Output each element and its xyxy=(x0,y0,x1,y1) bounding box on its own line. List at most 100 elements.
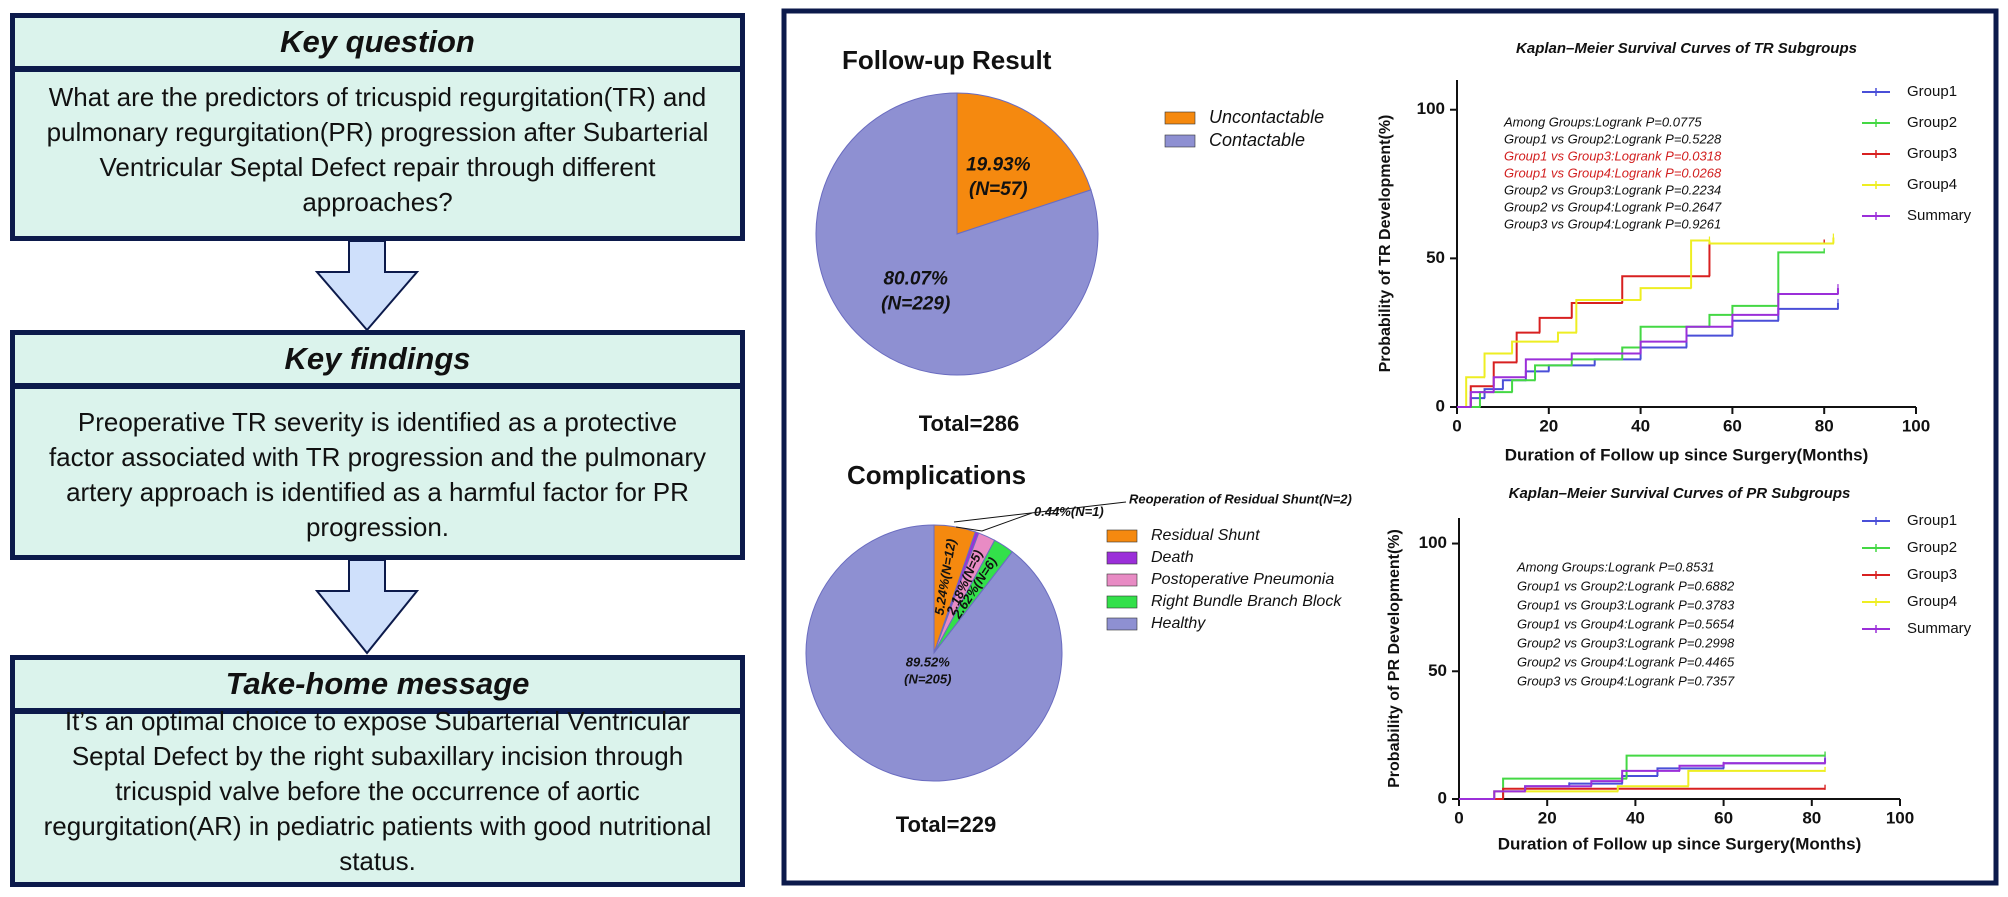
legend-label: Postoperative Pneumonia xyxy=(1151,571,1334,588)
pie-slice xyxy=(815,92,1099,376)
stat-annotation: Group1 vs Group3:Logrank P=0.0318 xyxy=(1504,148,1722,163)
curve-step xyxy=(1469,391,1494,407)
stat-annotation: Group1 vs Group2:Logrank P=0.6882 xyxy=(1517,578,1735,593)
curve-step xyxy=(1685,334,1733,348)
x-tick-label: 80 xyxy=(1815,416,1834,435)
legend-swatch xyxy=(1106,573,1138,587)
stat-annotation: Group1 vs Group4:Logrank P=0.5654 xyxy=(1517,616,1734,631)
slice-label: 5.24%(N=12) xyxy=(932,538,959,616)
y-tick-label: 0 xyxy=(1438,788,1447,807)
legend-swatch xyxy=(1106,617,1138,631)
curve-step xyxy=(1483,388,1503,399)
pie-slice xyxy=(956,92,1092,235)
legend-label: Uncontactable xyxy=(1209,107,1324,127)
curve-step xyxy=(1590,780,1623,787)
total-label: Total=229 xyxy=(896,812,996,837)
pie-slice xyxy=(805,524,1063,782)
curve-step xyxy=(1534,364,1572,381)
legend-swatch xyxy=(1106,595,1138,609)
curve-step xyxy=(1621,346,1641,360)
legend-label: Group3 xyxy=(1907,145,1957,162)
slice-count: (N=205) xyxy=(904,672,951,687)
y-axis-label: Probability of PR Development(%) xyxy=(1386,529,1403,788)
arrow xyxy=(314,240,420,332)
stat-annotation: Group2 vs Group4:Logrank P=0.4465 xyxy=(1517,654,1735,669)
legend-swatch xyxy=(1164,111,1196,125)
x-tick-label: 80 xyxy=(1802,808,1821,827)
curve-step xyxy=(1501,379,1526,390)
x-tick-label: 60 xyxy=(1714,808,1733,827)
x-tick-label: 40 xyxy=(1631,416,1650,435)
chart-title: Follow-up Result xyxy=(842,45,1052,75)
curve-step xyxy=(1639,325,1710,348)
curve-step xyxy=(1502,787,1826,799)
curve-step xyxy=(1621,769,1680,782)
slice-count: (N=1) xyxy=(1071,504,1104,519)
stat-annotation: Group2 vs Group4:Logrank P=0.2647 xyxy=(1504,199,1722,214)
curve-step xyxy=(1465,376,1485,407)
chart-title: Kaplan–Meier Survival Curves of TR Subgr… xyxy=(1516,40,1857,57)
box-title: Key question xyxy=(15,18,740,72)
curve-step xyxy=(1524,370,1549,381)
curve-step xyxy=(1483,352,1513,378)
slice-value: 5.24% xyxy=(932,577,953,616)
curve-step xyxy=(1493,790,1526,799)
x-tick-label: 0 xyxy=(1452,416,1461,435)
x-tick-label: 20 xyxy=(1538,808,1557,827)
legend-label: Residual Shunt xyxy=(1151,527,1260,544)
curve-step xyxy=(1515,331,1540,363)
curve-step xyxy=(1731,313,1779,327)
chart-title: Complications xyxy=(847,460,1026,490)
curve-step xyxy=(1678,764,1724,771)
curve-step xyxy=(1621,275,1710,303)
stat-annotation: Group2 vs Group3:Logrank P=0.2998 xyxy=(1517,635,1735,650)
x-tick-label: 0 xyxy=(1454,808,1463,827)
curve-step xyxy=(1777,307,1838,321)
curve-step xyxy=(1469,397,1485,407)
curve-step xyxy=(1639,340,1687,354)
legend-label: Group4 xyxy=(1907,593,1957,610)
legend-label: Contactable xyxy=(1209,130,1305,150)
curve-step xyxy=(1524,785,1592,792)
annotation: Reoperation of Residual Shunt(N=2) xyxy=(1129,491,1352,506)
stat-annotation: Among Groups:Logrank P=0.0775 xyxy=(1503,114,1702,129)
curve-step xyxy=(1493,790,1526,799)
legend-label: Group3 xyxy=(1907,566,1957,583)
stat-annotation: Group1 vs Group4:Logrank P=0.0268 xyxy=(1504,165,1722,180)
x-tick-label: 40 xyxy=(1626,808,1645,827)
curve-step xyxy=(1687,769,1826,787)
stat-annotation: Group3 vs Group4:Logrank P=0.7357 xyxy=(1517,673,1735,688)
flow-box: Key question What are the predictors of … xyxy=(10,13,745,241)
slice-value: 19.93% xyxy=(966,154,1031,175)
legend-label: Group4 xyxy=(1907,176,1957,193)
legend-label: Death xyxy=(1151,549,1194,566)
right-panel xyxy=(781,8,1999,886)
slice-value: 80.07% xyxy=(883,269,948,290)
slice-value: 0.44% xyxy=(1034,504,1071,519)
curve-step xyxy=(1731,319,1779,336)
curve-step xyxy=(1492,376,1526,393)
curve-step xyxy=(1685,325,1733,342)
box-text: What are the predictors of tricuspid reg… xyxy=(46,82,709,217)
stat-annotation: Group3 vs Group4:Logrank P=0.9261 xyxy=(1504,216,1721,231)
curve-step xyxy=(1777,293,1838,315)
y-tick-label: 100 xyxy=(1419,533,1447,552)
arrow xyxy=(314,559,420,655)
chart-title: Kaplan–Meier Survival Curves of PR Subgr… xyxy=(1509,485,1851,502)
y-tick-label: 100 xyxy=(1417,99,1445,118)
leader-line xyxy=(955,512,1033,532)
curve-step xyxy=(1524,358,1572,378)
curve-step xyxy=(1708,313,1733,327)
legend-label: Group2 xyxy=(1907,114,1957,131)
legend-swatch xyxy=(1164,134,1196,148)
stat-annotation: Among Groups:Logrank P=0.8531 xyxy=(1516,559,1715,574)
slice-label: 0.44%(N=1) xyxy=(1034,504,1104,519)
box-title: Key findings xyxy=(15,335,740,389)
total-label: Total=286 xyxy=(919,411,1019,436)
legend-label: Right Bundle Branch Block xyxy=(1151,593,1342,610)
legend-swatch xyxy=(1106,551,1138,565)
flow-box: Key findings Preoperative TR severity is… xyxy=(10,330,745,560)
curve-step xyxy=(1616,785,1689,792)
flow-box: Take-home message It’s an optimal choice… xyxy=(10,655,745,887)
